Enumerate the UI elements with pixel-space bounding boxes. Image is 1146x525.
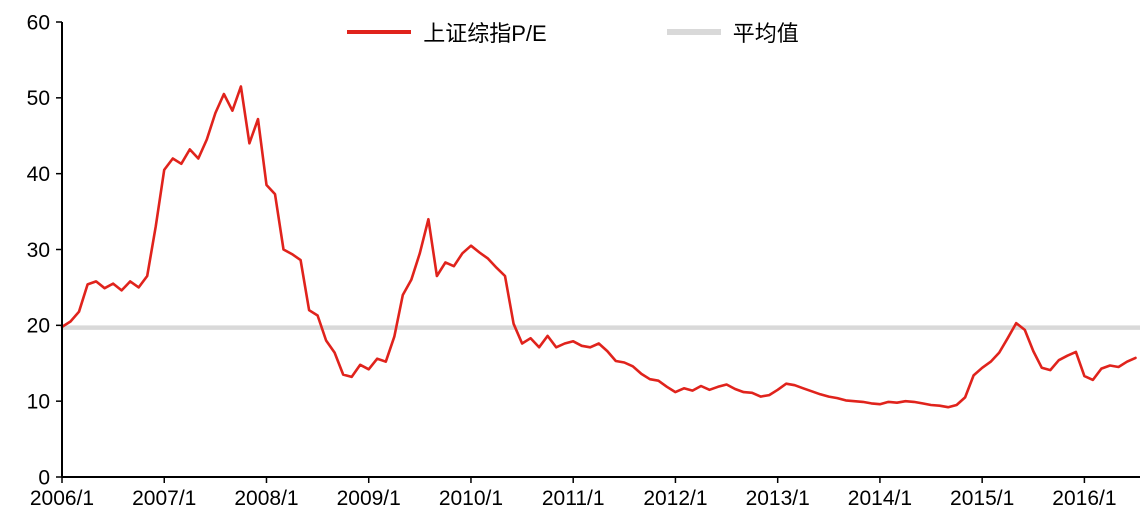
y-axis-tick-label: 30	[27, 239, 50, 262]
x-axis-tick-label: 2008/1	[234, 487, 298, 510]
legend-item-pe: 上证综指P/E	[347, 16, 547, 48]
x-axis-tick-label: 2010/1	[439, 487, 503, 510]
x-axis-tick-label: 2007/1	[132, 487, 196, 510]
red-line-swatch-icon	[347, 30, 412, 34]
legend-label-pe: 上证综指P/E	[423, 21, 547, 46]
x-axis-tick-label: 2006/1	[30, 487, 94, 510]
y-axis-tick-label: 20	[27, 315, 50, 338]
pe-series-line	[60, 85, 1137, 409]
y-axis-tick-label: 0	[38, 466, 50, 489]
y-axis-tick-label: 40	[27, 163, 50, 186]
x-axis-tick-label: 2013/1	[746, 487, 810, 510]
x-axis-tick-label: 2011/1	[542, 487, 605, 510]
chart-legend: 上证综指P/E 平均值	[0, 16, 1146, 48]
y-axis-tick-label: 10	[27, 391, 50, 414]
x-axis-tick-label: 2015/1	[950, 487, 1014, 510]
legend-item-average: 平均值	[666, 16, 799, 48]
x-axis-tick-label: 2016/1	[1052, 487, 1116, 510]
y-axis-tick-label: 60	[27, 11, 50, 34]
y-axis-tick-label: 50	[27, 87, 50, 110]
x-axis-tick-label: 2009/1	[337, 487, 401, 510]
legend-label-average: 平均值	[732, 21, 799, 46]
gray-line-swatch-icon	[666, 29, 721, 35]
x-axis-tick-label: 2014/1	[848, 487, 912, 510]
x-axis-tick-label: 2012/1	[643, 487, 707, 510]
